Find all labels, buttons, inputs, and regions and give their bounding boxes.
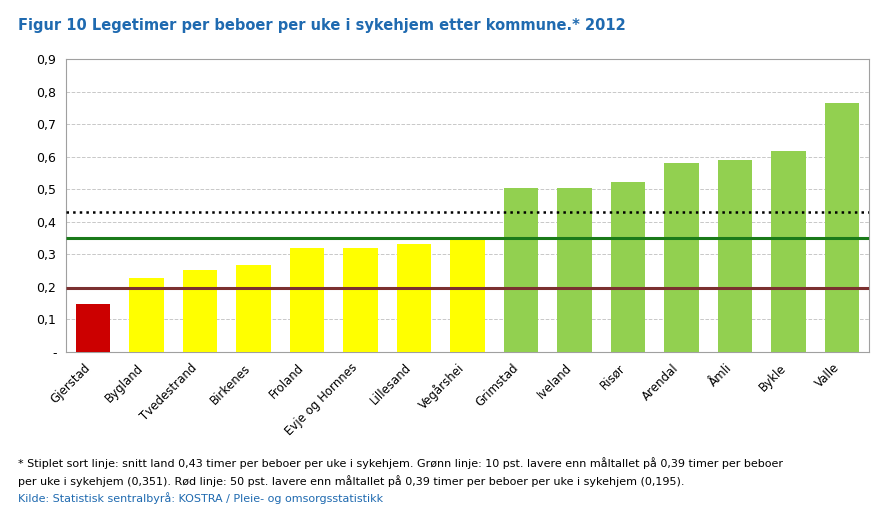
Bar <box>129 278 164 352</box>
Bar <box>825 103 859 352</box>
Bar <box>289 248 325 352</box>
Bar <box>76 303 110 352</box>
Text: * Stiplet sort linje: snitt land 0,43 timer per beboer per uke i sykehjem. Grønn: * Stiplet sort linje: snitt land 0,43 ti… <box>18 458 782 469</box>
Bar <box>557 188 592 352</box>
Bar <box>771 151 806 352</box>
Bar <box>610 182 646 352</box>
Bar <box>664 163 699 352</box>
Bar <box>236 265 271 352</box>
Text: Kilde: Statistisk sentralbyrå: KOSTRA / Pleie- og omsorgsstatistikk: Kilde: Statistisk sentralbyrå: KOSTRA / … <box>18 492 383 504</box>
Bar <box>397 245 431 352</box>
Bar <box>504 188 538 352</box>
Bar <box>183 270 217 352</box>
Bar <box>343 248 377 352</box>
Text: per uke i sykehjem (0,351). Rød linje: 50 pst. lavere enn måltallet på 0,39 time: per uke i sykehjem (0,351). Rød linje: 5… <box>18 475 684 486</box>
Bar <box>718 160 752 352</box>
Text: Figur 10 Legetimer per beboer per uke i sykehjem etter kommune.* 2012: Figur 10 Legetimer per beboer per uke i … <box>18 18 625 33</box>
Bar <box>450 239 485 352</box>
